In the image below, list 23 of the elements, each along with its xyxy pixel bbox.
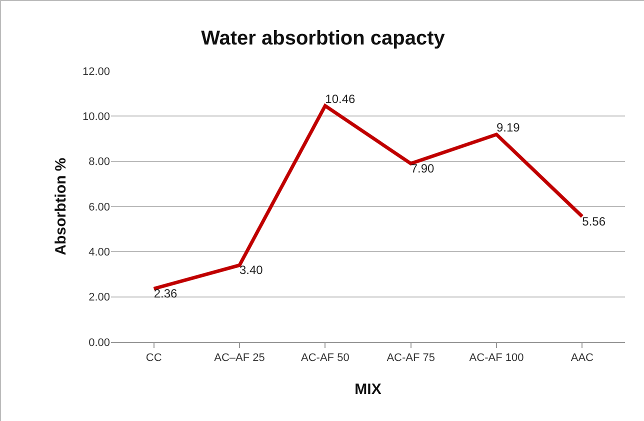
- y-tick-label: 0.00: [88, 336, 110, 349]
- x-tick-label: CC: [146, 352, 162, 364]
- line-series: [152, 104, 584, 290]
- data-label: 5.56: [582, 214, 606, 228]
- data-label: 10.46: [325, 92, 356, 106]
- y-axis-title: Absorbtion %: [52, 158, 70, 256]
- data-label: 9.19: [496, 120, 520, 134]
- y-tick-label: 8.00: [88, 156, 110, 168]
- x-tick-label: AC–AF 25: [214, 352, 265, 364]
- x-tick-label: AC-AF 75: [386, 352, 435, 364]
- y-tick-label: 12.00: [82, 66, 110, 78]
- data-label: 2.36: [154, 286, 178, 301]
- x-tick-label: AC-AF 50: [301, 352, 350, 364]
- chart-title: Water absorbtion capacty: [201, 27, 446, 50]
- x-axis-title: MIX: [354, 381, 382, 398]
- y-tick-label: 2.00: [88, 292, 110, 304]
- y-tick-label: 10.00: [82, 111, 110, 124]
- data-label: 3.40: [240, 263, 264, 278]
- x-tick-label: AC-AF 100: [469, 352, 524, 364]
- y-tick-label: 4.00: [88, 246, 110, 259]
- y-tick-label: 6.00: [88, 201, 110, 214]
- x-tick-label: AAC: [570, 352, 594, 364]
- data-label: 7.90: [410, 162, 435, 176]
